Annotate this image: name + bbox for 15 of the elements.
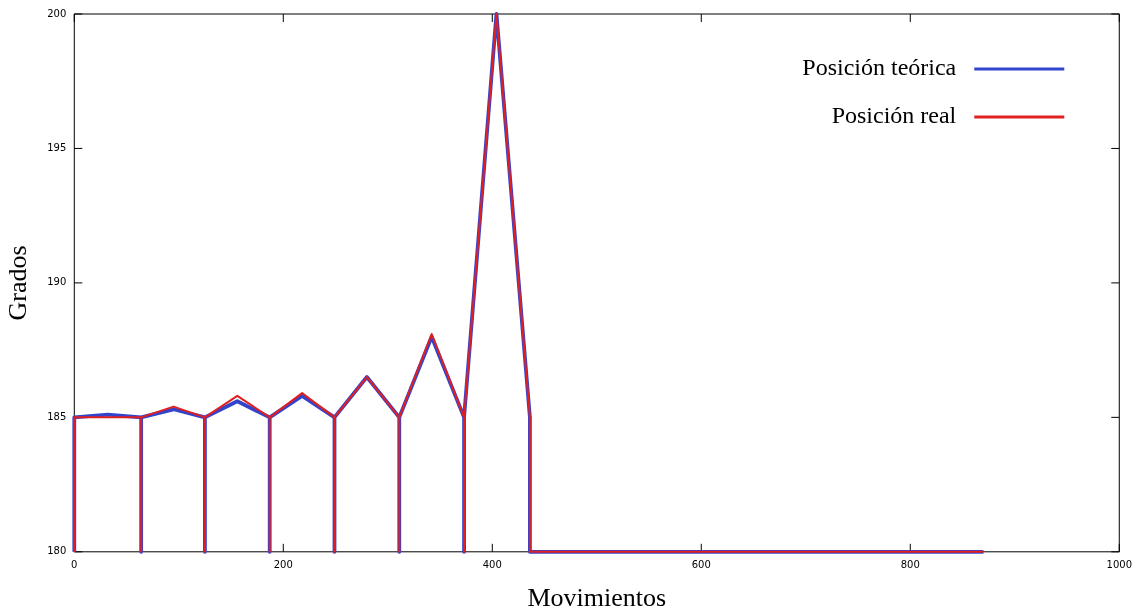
y-tick-label: 185	[47, 410, 67, 422]
x-tick-label: 400	[482, 559, 502, 571]
legend-label: Posición real	[831, 102, 957, 129]
x-tick-label: 0	[71, 559, 78, 571]
y-axis-title: Grados	[3, 245, 33, 321]
y-tick-label: 200	[47, 7, 67, 19]
x-axis-title: Movimientos	[527, 583, 667, 613]
y-tick-label: 190	[47, 276, 67, 288]
y-tick-label: 195	[47, 142, 67, 154]
y-tick-label: 180	[47, 545, 67, 557]
x-tick-label: 1000	[1106, 559, 1132, 571]
x-tick-label: 600	[691, 559, 711, 571]
legend-label: Posición teórica	[802, 54, 957, 81]
x-tick-label: 800	[900, 559, 920, 571]
x-tick-label: 200	[273, 559, 293, 571]
